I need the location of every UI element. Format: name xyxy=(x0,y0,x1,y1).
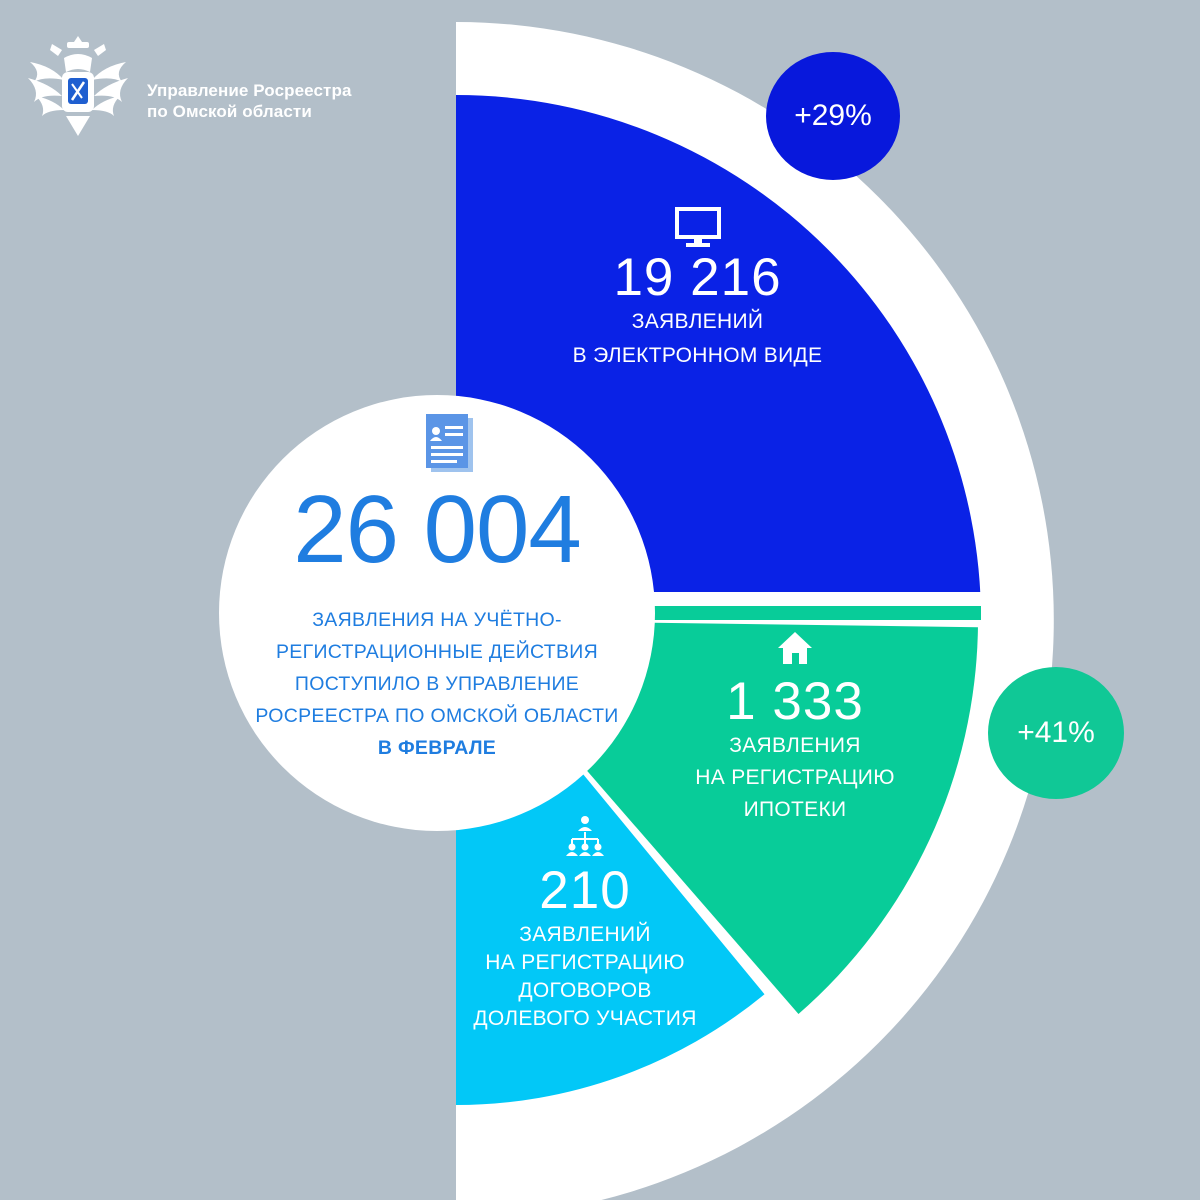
segment-label-electronic: 19 216 заявлений в электронном виде xyxy=(540,206,855,370)
org-name-line2: по Омской области xyxy=(147,102,312,121)
segment-text-shared-line4: долевого участия xyxy=(473,1007,697,1030)
monitor-icon xyxy=(674,207,721,247)
house-icon xyxy=(778,632,812,664)
total-value: 26 004 xyxy=(293,476,582,583)
segment-text-mortgage-line3: ипотеки xyxy=(743,798,847,821)
segment-value-electronic: 19 216 xyxy=(613,248,782,307)
segment-text-electronic-line2: в электронном виде xyxy=(572,344,823,367)
total-text-line2: регистрационные действия xyxy=(276,641,598,663)
segment-text-mortgage-line2: на регистрацию xyxy=(695,766,895,789)
segment-text-shared-line1: заявлений xyxy=(519,923,651,946)
segment-value-mortgage: 1 333 xyxy=(726,672,864,731)
change-badge-electronic: +29% xyxy=(766,52,900,180)
org-name-line1: Управление Росреестра xyxy=(147,81,352,100)
segment-label-mortgage: 1 333 заявления на регистрацию ипотеки xyxy=(680,628,910,824)
total-text-line4: Росреестра по Омской области xyxy=(255,705,619,727)
segment-text-shared-line2: на регистрацию xyxy=(485,951,685,974)
organization-name: Управление Росреестра по Омской области xyxy=(147,80,352,122)
segment-label-shared: 210 заявлений на регистрацию договоров д… xyxy=(460,815,710,1033)
change-badge-mortgage: +41% xyxy=(988,667,1124,799)
rosreestr-eagle-logo xyxy=(28,36,128,136)
total-text-line1: заявления на учётно- xyxy=(312,609,562,631)
people-network-icon xyxy=(566,816,604,856)
segment-text-shared-line3: договоров xyxy=(518,979,652,1002)
total-description: заявления на учётно- регистрационные дей… xyxy=(219,604,655,764)
segment-text-mortgage-line1: заявления xyxy=(729,734,861,757)
total-text-line3: поступило в управление xyxy=(294,673,580,695)
segment-text-electronic-line1: заявлений xyxy=(631,310,764,333)
total-text-month: в феврале xyxy=(377,737,497,759)
segment-value-shared: 210 xyxy=(539,861,631,920)
document-icon xyxy=(426,414,473,472)
